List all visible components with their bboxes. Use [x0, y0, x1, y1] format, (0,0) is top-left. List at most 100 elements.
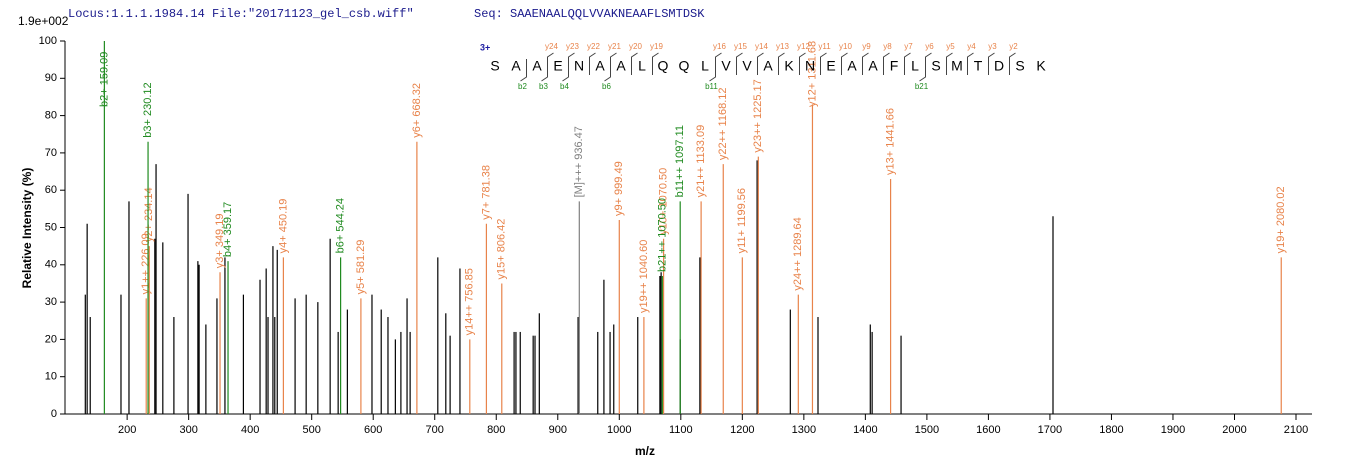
- b-ion-bracket: [541, 59, 548, 82]
- y-ion-label: y15: [734, 42, 747, 51]
- chart-title: Locus:1.1.1.1984.14 File:"20171123_gel_c…: [68, 7, 414, 21]
- x-tick-label: 900: [549, 424, 567, 436]
- x-tick-label: 2000: [1222, 424, 1246, 436]
- x-tick-label: 500: [303, 424, 321, 436]
- peak-label: y13+ 1441.66: [884, 108, 896, 175]
- b-ion-bracket: [709, 59, 716, 82]
- y-ion-bracket: [862, 52, 869, 75]
- peak-label: [M]+++ 936.47: [573, 126, 585, 197]
- y-ion-bracket: [820, 52, 827, 75]
- y-ion-bracket: [883, 52, 890, 75]
- peak-label: y10+ 1070.50: [657, 168, 669, 235]
- x-tick-label: 1000: [607, 424, 631, 436]
- residue: T: [974, 58, 983, 74]
- y-ion-label: y19: [650, 42, 663, 51]
- residue: D: [994, 58, 1004, 74]
- y-ion-bracket: [988, 52, 995, 75]
- y-tick-label: 60: [45, 184, 57, 196]
- peak-label: y19++ 1040.60: [638, 240, 650, 313]
- x-tick-label: 800: [487, 424, 505, 436]
- x-axis-title: m/z: [635, 444, 655, 458]
- y-ion-bracket: [589, 52, 596, 75]
- y-ion-label: y5: [946, 42, 955, 51]
- x-tick-label: 700: [426, 424, 444, 436]
- residue: S: [931, 58, 940, 74]
- y-tick-label: 20: [45, 333, 57, 345]
- residue: L: [701, 58, 709, 74]
- residue: L: [638, 58, 646, 74]
- peak-label: y9+ 999.49: [613, 161, 625, 216]
- y-tick-label: 100: [39, 35, 57, 47]
- y-ion-label: y13: [776, 42, 789, 51]
- y-ion-bracket: [631, 52, 638, 75]
- residue: V: [742, 58, 752, 74]
- chart-subtitle: Seq: SAAENAALQQLVVAKNEAAFLSMTDSK: [474, 7, 705, 21]
- peak-label: y5+ 581.29: [355, 240, 367, 295]
- y-ion-label: y8: [883, 42, 892, 51]
- y-ion-label: y23: [566, 42, 579, 51]
- y-ion-label: y11: [818, 42, 831, 51]
- b-ion-bracket: [604, 59, 611, 82]
- y-ion-bracket: [778, 52, 785, 75]
- x-tick-label: 400: [241, 424, 259, 436]
- peak-label: y19+ 2080.02: [1275, 186, 1287, 253]
- peak-label: y22++ 1168.12: [717, 87, 729, 160]
- residue: Q: [658, 58, 669, 74]
- x-tick-label: 200: [118, 424, 136, 436]
- y-ion-bracket: [1009, 52, 1016, 75]
- y-ion-label: y12: [797, 42, 810, 51]
- peak-label: y21++ 1133.09: [695, 125, 707, 198]
- y-ion-label: y16: [713, 42, 726, 51]
- residue: F: [890, 58, 899, 74]
- residue: S: [1015, 58, 1024, 74]
- peak-label: b6+ 544.24: [335, 198, 347, 253]
- residue: A: [763, 58, 773, 74]
- y-ion-label: y10: [839, 42, 852, 51]
- b-ion-bracket: [919, 59, 926, 82]
- peak-label: y24++ 1289.64: [792, 217, 804, 290]
- x-tick-label: 1100: [669, 424, 693, 436]
- peak-label: b11++ 1097.11: [674, 125, 686, 197]
- residue: A: [616, 58, 626, 74]
- y-tick-label: 0: [51, 408, 57, 420]
- b-ion-bracket: [562, 59, 569, 82]
- residue: V: [721, 58, 731, 74]
- y-ion-bracket: [736, 52, 743, 75]
- y-tick-label: 50: [45, 221, 57, 233]
- peak-label: b3+ 230.12: [142, 82, 154, 137]
- y-ion-label: y7: [904, 42, 913, 51]
- residue: Q: [679, 58, 690, 74]
- residue: K: [1036, 58, 1046, 74]
- peak-label: y4+ 450.19: [277, 199, 289, 254]
- x-tick-label: 1700: [1038, 424, 1062, 436]
- peak-label: y3+ 349.19: [214, 214, 226, 269]
- b-ion-label: b2: [518, 82, 527, 91]
- residue: A: [511, 58, 521, 74]
- y-tick-label: 30: [45, 296, 57, 308]
- x-tick-label: 1200: [730, 424, 754, 436]
- peak-label: b4+ 359.17: [222, 202, 234, 257]
- peak-label: y12+ 1311.68: [806, 41, 818, 107]
- b-ion-label: b6: [602, 82, 611, 91]
- y-tick-label: 40: [45, 259, 57, 271]
- x-tick-label: 1900: [1161, 424, 1185, 436]
- y-axis-title: Relative Intensity (%): [20, 168, 34, 289]
- x-tick-label: 2100: [1284, 424, 1308, 436]
- y-ion-label: y20: [629, 42, 642, 51]
- y-tick-label: 70: [45, 147, 57, 159]
- y-scale-label: 1.9e+002: [18, 14, 69, 28]
- y-ion-label: y2: [1009, 42, 1018, 51]
- y-ion-bracket: [841, 52, 848, 75]
- peak-label: y11+ 1199.56: [736, 188, 748, 253]
- b-ion-label: b21: [915, 82, 929, 91]
- residue: M: [951, 58, 963, 74]
- x-tick-label: 600: [364, 424, 382, 436]
- residue: A: [847, 58, 857, 74]
- y-ion-bracket: [757, 52, 764, 75]
- y-tick-label: 90: [45, 72, 57, 84]
- residue: E: [553, 58, 562, 74]
- residue: L: [911, 58, 919, 74]
- y-ion-label: y9: [862, 42, 871, 51]
- x-tick-label: 1800: [1099, 424, 1123, 436]
- residue: A: [532, 58, 542, 74]
